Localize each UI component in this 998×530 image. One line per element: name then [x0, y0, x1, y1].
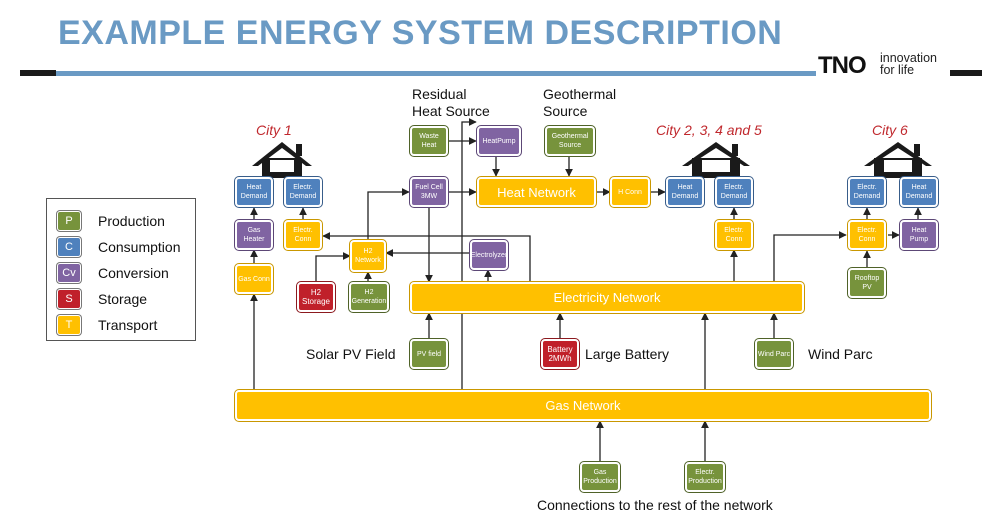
- heat-network: Heat Network: [477, 177, 596, 207]
- h2-generation: H2 Generation: [349, 282, 389, 312]
- battery: Battery 2MWh: [541, 339, 579, 369]
- solar-label: Solar PV Field: [306, 346, 396, 362]
- logo-tagline: innovation for life: [880, 51, 937, 77]
- city6-heat-demand: Heat Demand: [900, 177, 938, 207]
- city6-house-icon: [864, 142, 932, 178]
- logo-tagline-line-2: for life: [880, 63, 915, 77]
- city2-label: City 2, 3, 4 and 5: [656, 122, 762, 138]
- city1-house-icon: [252, 142, 312, 178]
- wind-parc: Wind Parc: [755, 339, 793, 369]
- city6-label: City 6: [872, 122, 908, 138]
- legend-item-production: P Production: [57, 211, 165, 231]
- city6-heat-pump: Heat Pump: [900, 220, 938, 250]
- gas-network: Gas Network: [235, 390, 931, 421]
- h-conn: H Conn: [610, 177, 650, 207]
- legend-label: Storage: [98, 291, 148, 307]
- legend-chip: P: [57, 211, 81, 231]
- legend-chip: T: [57, 315, 81, 335]
- residual-heat-label: Residual Heat Source: [412, 86, 490, 120]
- geothermal-line-2: Source: [543, 103, 588, 119]
- pv-field: PV field: [410, 339, 448, 369]
- legend-item-conversion: Cv Conversion: [57, 263, 169, 283]
- h2-storage: H2 Storage: [297, 282, 335, 312]
- geothermal-label: Geothermal Source: [543, 86, 616, 120]
- h2-network: H2 Network: [350, 240, 386, 272]
- residual-heat-line-2: Heat Source: [412, 103, 490, 119]
- electr-production: Electr. Production: [685, 462, 725, 492]
- city2-heat-demand: Heat Demand: [666, 177, 704, 207]
- waste-heat: Waste Heat: [410, 126, 448, 156]
- city1-label: City 1: [256, 122, 292, 138]
- legend-item-storage: S Storage: [57, 289, 147, 309]
- geothermal-source: Geothermal Source: [545, 126, 595, 156]
- gas-production: Gas Production: [580, 462, 620, 492]
- wind-label: Wind Parc: [808, 346, 873, 362]
- legend-item-consumption: C Consumption: [57, 237, 181, 257]
- gas-conn: Gas Conn: [235, 264, 273, 294]
- gas-heater: Gas Heater: [235, 220, 273, 250]
- battery-label: Large Battery: [585, 346, 670, 362]
- tno-logo: TNO: [818, 52, 867, 79]
- city6-electr-demand: Electr. Demand: [848, 177, 886, 207]
- city1-electr-conn: Electr. Conn: [284, 220, 322, 250]
- logo-tagline-line-1: innovation: [880, 51, 937, 65]
- city6-electr-conn: Electr. Conn: [848, 220, 886, 250]
- city2-electr-demand: Electr. Demand: [715, 177, 753, 207]
- legend-chip: C: [57, 237, 81, 257]
- header-rule-left: [20, 70, 56, 76]
- legend-label: Transport: [98, 317, 158, 333]
- fuel-cell: Fuel Cell 3MW: [410, 177, 448, 207]
- geothermal-line-1: Geothermal: [543, 86, 617, 102]
- electricity-network: Electricity Network: [410, 282, 804, 313]
- city2-house-icon: [682, 142, 750, 178]
- electrolyzer: Electrolyzer: [470, 240, 508, 270]
- legend-chip: Cv: [57, 263, 81, 283]
- legend-label: Conversion: [98, 265, 169, 281]
- page-title: EXAMPLE ENERGY SYSTEM DESCRIPTION: [58, 14, 783, 52]
- city2-electr-conn: Electr. Conn: [715, 220, 753, 250]
- header-rule-right: [950, 70, 982, 76]
- legend-label: Consumption: [98, 239, 181, 255]
- legend-item-transport: T Transport: [57, 315, 157, 335]
- residual-heat-line-1: Residual: [412, 86, 467, 102]
- connections-label: Connections to the rest of the network: [537, 497, 773, 513]
- heatpump-top: HeatPump: [477, 126, 521, 156]
- header-rule: [56, 71, 816, 76]
- legend: P Production C Consumption Cv Conversion…: [46, 198, 196, 341]
- city1-heat-demand: Heat Demand: [235, 177, 273, 207]
- rooftop-pv: Rooftop PV: [848, 268, 886, 298]
- city1-electr-demand: Electr. Demand: [284, 177, 322, 207]
- legend-label: Production: [98, 213, 165, 229]
- legend-chip: S: [57, 289, 81, 309]
